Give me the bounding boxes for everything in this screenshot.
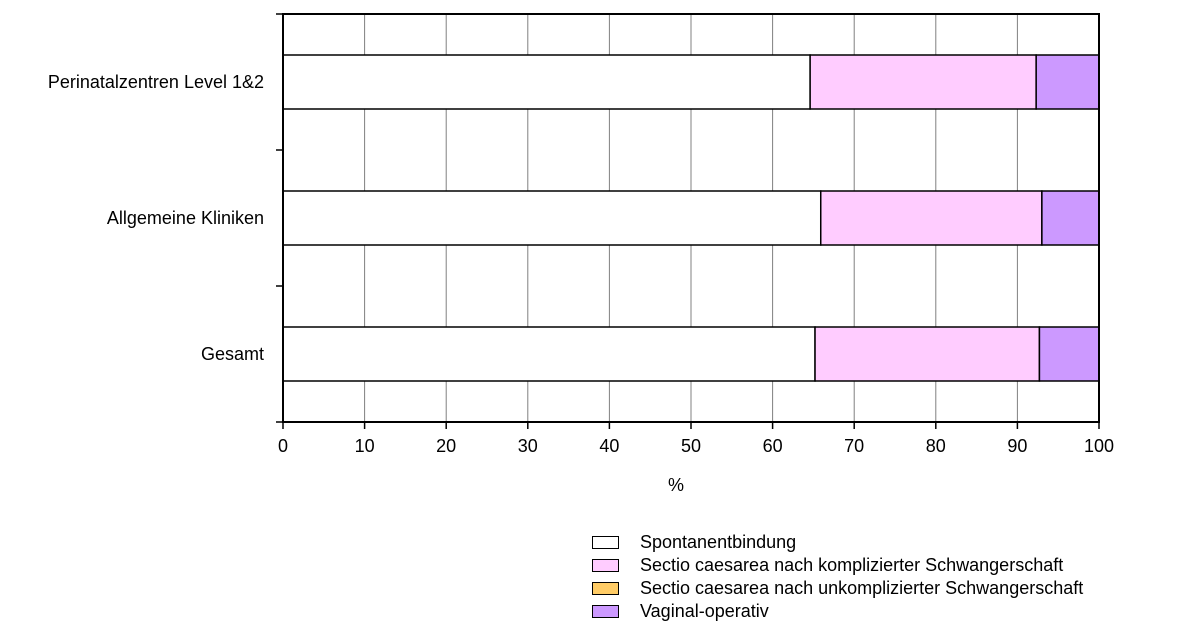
legend-item: Spontanentbindung <box>592 531 1083 554</box>
bar-segment <box>1035 54 1100 110</box>
x-tick-label: 0 <box>278 436 288 456</box>
legend-item: Sectio caesarea nach komplizierter Schwa… <box>592 554 1083 577</box>
legend-swatch <box>592 536 619 549</box>
legend: Spontanentbindung Sectio caesarea nach ko… <box>592 531 1083 623</box>
legend-swatch <box>592 605 619 618</box>
y-axis: Perinatalzentren Level 1&2 Allgemeine Kli… <box>48 13 283 423</box>
legend-label: Spontanentbindung <box>640 532 797 552</box>
bar-segment <box>809 54 1037 110</box>
bar-segment <box>1041 190 1100 246</box>
y-category-label: Gesamt <box>201 344 264 364</box>
legend-swatch <box>592 582 619 595</box>
y-category-label: Perinatalzentren Level 1&2 <box>48 72 264 92</box>
bar-segment <box>282 326 816 382</box>
x-axis-label: % <box>668 475 684 495</box>
bar-segment <box>1038 326 1100 382</box>
y-category-label: Allgemeine Kliniken <box>107 208 264 228</box>
legend-item: Vaginal-operativ <box>592 600 1083 623</box>
x-tick-label: 100 <box>1084 436 1114 456</box>
x-tick-label: 40 <box>599 436 619 456</box>
bar-segment <box>282 190 822 246</box>
legend-item: Sectio caesarea nach unkomplizierter Sch… <box>592 577 1083 600</box>
x-axis: 0 10 20 30 40 50 60 70 80 90 100 <box>278 422 1114 456</box>
legend-swatch <box>592 559 619 572</box>
legend-label: Vaginal-operativ <box>640 601 769 621</box>
x-tick-label: 30 <box>518 436 538 456</box>
x-tick-label: 20 <box>436 436 456 456</box>
bar-segment <box>819 190 1043 246</box>
x-tick-label: 50 <box>681 436 701 456</box>
x-tick-label: 70 <box>844 436 864 456</box>
bar-segment <box>814 326 1041 382</box>
x-tick-label: 80 <box>926 436 946 456</box>
x-tick-label: 10 <box>355 436 375 456</box>
x-tick-label: 90 <box>1007 436 1027 456</box>
bars <box>282 54 1100 382</box>
bar-segment <box>282 54 811 110</box>
legend-label: Sectio caesarea nach unkomplizierter Sch… <box>640 578 1084 598</box>
x-tick-label: 60 <box>763 436 783 456</box>
legend-label: Sectio caesarea nach komplizierter Schwa… <box>640 555 1064 575</box>
